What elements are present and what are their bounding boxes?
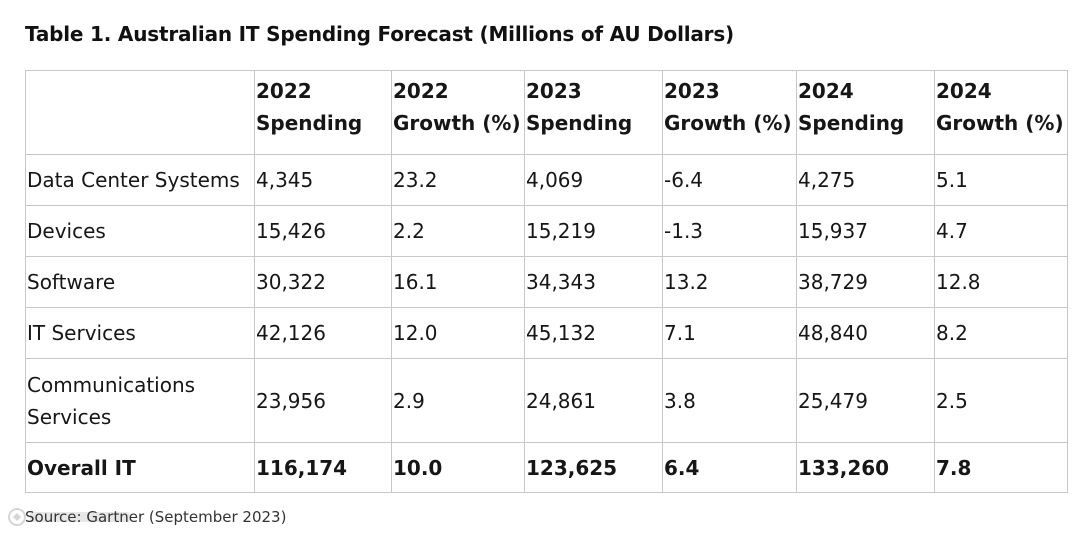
row-segment: Communications Services xyxy=(25,358,255,443)
cell-2024-spending: 38,729 xyxy=(796,256,935,308)
cell-2024-growth: 4.7 xyxy=(934,205,1068,257)
cell-2024-spending: 48,840 xyxy=(796,307,935,359)
cell-2024-spending: 4,275 xyxy=(796,154,935,206)
table-row: IT Services 42,126 12.0 45,132 7.1 48,84… xyxy=(25,307,1068,359)
cell-2023-growth: -1.3 xyxy=(662,205,797,257)
header-2022-spending: 2022 Spending xyxy=(254,70,392,155)
cell-2023-spending: 4,069 xyxy=(524,154,663,206)
cell-2024-growth: 12.8 xyxy=(934,256,1068,308)
cell-2024-growth: 7.8 xyxy=(934,442,1068,493)
cell-2023-spending: 45,132 xyxy=(524,307,663,359)
table-title: Table 1. Australian IT Spending Forecast… xyxy=(25,22,734,46)
cell-2022-growth: 10.0 xyxy=(391,442,525,493)
table-row: Software 30,322 16.1 34,343 13.2 38,729 … xyxy=(25,256,1068,308)
cell-2022-spending: 116,174 xyxy=(254,442,392,493)
cell-2023-growth: -6.4 xyxy=(662,154,797,206)
header-2022-growth: 2022 Growth (%) xyxy=(391,70,525,155)
cell-2022-spending: 30,322 xyxy=(254,256,392,308)
cell-2024-spending: 15,937 xyxy=(796,205,935,257)
cell-2022-spending: 15,426 xyxy=(254,205,392,257)
cell-2023-growth: 3.8 xyxy=(662,358,797,443)
cell-2022-growth: 2.9 xyxy=(391,358,525,443)
cell-2022-spending: 23,956 xyxy=(254,358,392,443)
row-segment: Overall IT xyxy=(25,442,255,493)
cell-2023-growth: 7.1 xyxy=(662,307,797,359)
cell-2022-spending: 42,126 xyxy=(254,307,392,359)
cell-2023-spending: 123,625 xyxy=(524,442,663,493)
source-note: Source: Gartner (September 2023) xyxy=(25,508,287,526)
cell-2023-spending: 15,219 xyxy=(524,205,663,257)
cell-2023-spending: 34,343 xyxy=(524,256,663,308)
header-2024-spending: 2024 Spending xyxy=(796,70,935,155)
table-row: Data Center Systems 4,345 23.2 4,069 -6.… xyxy=(25,154,1068,206)
row-segment: Data Center Systems xyxy=(25,154,255,206)
header-2024-growth: 2024 Growth (%) xyxy=(934,70,1068,155)
table-row: Communications Services 23,956 2.9 24,86… xyxy=(25,358,1068,443)
row-segment: Software xyxy=(25,256,255,308)
row-segment: IT Services xyxy=(25,307,255,359)
table-header-row: 2022 Spending 2022 Growth (%) 2023 Spending… xyxy=(25,70,1068,155)
cell-2023-spending: 24,861 xyxy=(524,358,663,443)
watermark-logo-icon xyxy=(8,508,130,526)
cell-2024-growth: 5.1 xyxy=(934,154,1068,206)
table-total-row: Overall IT 116,174 10.0 123,625 6.4 133,… xyxy=(25,442,1068,493)
header-2023-growth: 2023 Growth (%) xyxy=(662,70,797,155)
cell-2023-growth: 13.2 xyxy=(662,256,797,308)
cell-2022-growth: 12.0 xyxy=(391,307,525,359)
spending-forecast-table: 2022 Spending 2022 Growth (%) 2023 Spending… xyxy=(25,70,1068,493)
cell-2024-spending: 133,260 xyxy=(796,442,935,493)
cell-2024-growth: 2.5 xyxy=(934,358,1068,443)
header-2023-spending: 2023 Spending xyxy=(524,70,663,155)
cell-2022-growth: 16.1 xyxy=(391,256,525,308)
cell-2022-growth: 23.2 xyxy=(391,154,525,206)
cell-2022-spending: 4,345 xyxy=(254,154,392,206)
header-segment xyxy=(25,70,255,155)
row-segment: Devices xyxy=(25,205,255,257)
cell-2024-growth: 8.2 xyxy=(934,307,1068,359)
cell-2022-growth: 2.2 xyxy=(391,205,525,257)
cell-2023-growth: 6.4 xyxy=(662,442,797,493)
cell-2024-spending: 25,479 xyxy=(796,358,935,443)
table-row: Devices 15,426 2.2 15,219 -1.3 15,937 4.… xyxy=(25,205,1068,257)
